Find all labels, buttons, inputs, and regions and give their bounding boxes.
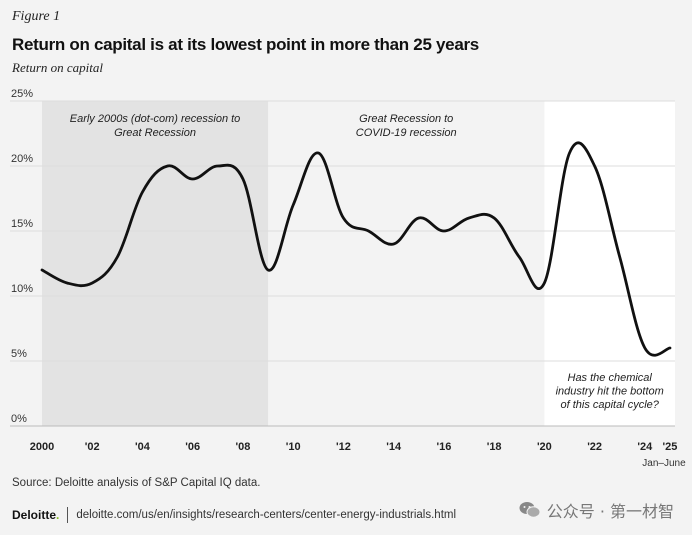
x-tick-label: '06	[185, 441, 200, 453]
region-label-0-0: Early 2000s (dot-com) recession to	[70, 113, 241, 125]
x-tick-label: '18	[487, 441, 502, 453]
wechat-icon	[519, 502, 541, 518]
x-tick-sublabel: Jan–June	[642, 458, 686, 469]
y-tick-label: 10%	[11, 283, 33, 295]
x-tick-label: '14	[386, 441, 402, 453]
y-tick-label: 0%	[11, 413, 27, 425]
watermark: 公众号 · 第一材智	[519, 498, 674, 522]
region-label-1-0: Great Recession to	[359, 113, 453, 125]
brand-logo[interactable]: Deloitte.	[12, 508, 60, 522]
chart: 0% 5% 10% 15% 20% 25% 2000 '02 '04 '06 '08 '10 '12 '…	[10, 88, 686, 469]
x-tick-label: '24	[637, 441, 653, 453]
series-line-0	[40, 141, 672, 357]
x-tick-label: '12	[336, 441, 351, 453]
x-tick-label: '04	[135, 441, 151, 453]
chart-subtitle: Return on capital	[12, 60, 103, 75]
region-2	[544, 101, 675, 426]
x-tick-label: 2000	[30, 441, 54, 453]
annotation-0-2: of this capital cycle?	[560, 399, 659, 411]
x-tick-label: '10	[286, 441, 301, 453]
y-tick-label: 20%	[11, 153, 33, 165]
annotation-0-0: Has the chemical	[568, 372, 653, 384]
region-1	[268, 101, 545, 426]
x-tick-label: '08	[236, 441, 251, 453]
figure-label: Figure 1	[12, 9, 61, 24]
y-tick-label: 5%	[11, 348, 27, 360]
annotations: Has the chemical industry hit the bottomo…	[556, 372, 664, 411]
footer: Deloitte. deloitte.com/us/en/insights/re…	[12, 507, 456, 523]
region-backgrounds	[42, 101, 675, 426]
y-axis-labels: 0% 5% 10% 15% 20% 25%	[11, 88, 33, 425]
series	[40, 141, 672, 357]
x-tick-label: '20	[537, 441, 552, 453]
region-label-0-1: Great Recession	[114, 127, 196, 139]
x-tick-label: '02	[85, 441, 100, 453]
y-tick-label: 25%	[11, 88, 33, 100]
source-note: Source: Deloitte analysis of S&P Capital…	[12, 477, 261, 489]
x-tick-label: '16	[436, 441, 451, 453]
gridlines	[10, 100, 675, 427]
footer-link[interactable]: deloitte.com/us/en/insights/research-cen…	[76, 509, 457, 521]
region-labels: Early 2000s (dot-com) recession to Great …	[70, 113, 457, 139]
x-tick-label: '25	[663, 441, 678, 453]
y-tick-label: 15%	[11, 218, 33, 230]
chart-title: Return on capital is at its lowest point…	[12, 35, 479, 54]
watermark-text: 公众号 · 第一材智	[546, 502, 674, 521]
footer-divider	[67, 507, 69, 523]
region-0	[42, 101, 269, 426]
annotation-0-1: industry hit the bottom	[556, 386, 664, 398]
region-label-1-1: COVID-19 recession	[356, 127, 457, 139]
x-axis-labels: 2000 '02 '04 '06 '08 '10 '12 '14 '16 '18 '20 '22 '24…	[30, 441, 686, 469]
x-tick-label: '22	[587, 441, 602, 453]
